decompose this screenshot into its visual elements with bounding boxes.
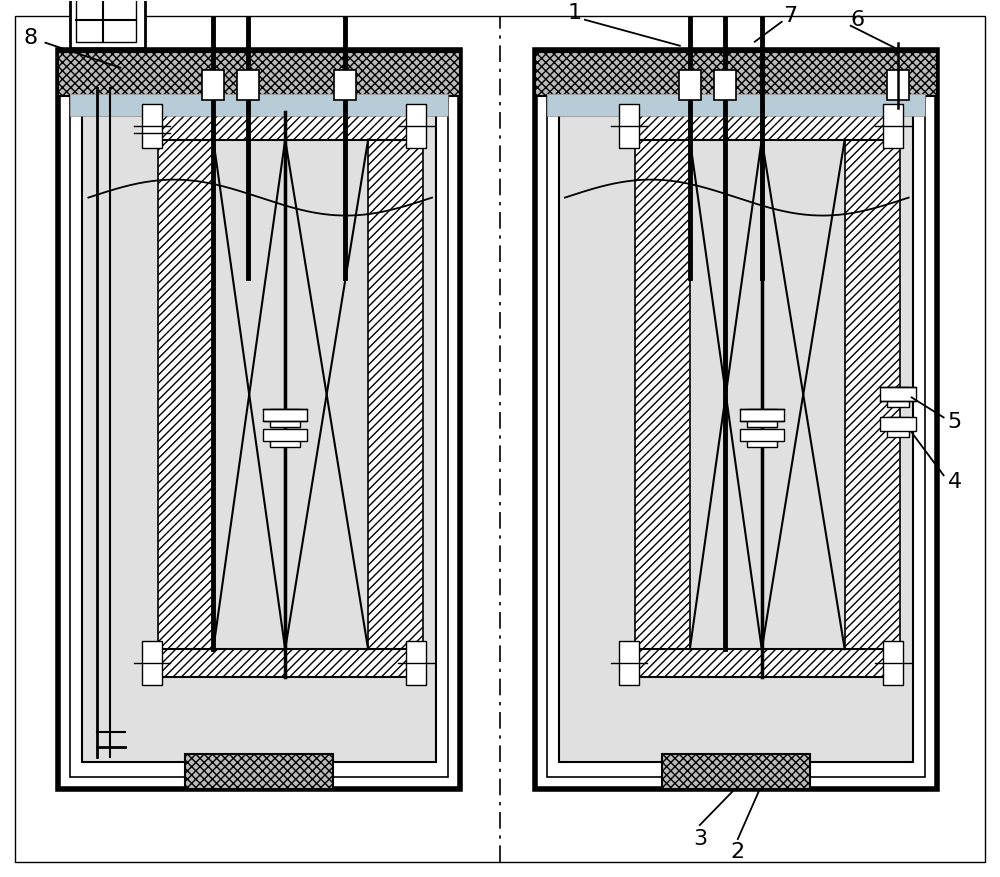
Bar	[158, 649, 423, 677]
Bar	[202, 69, 224, 100]
Bar	[635, 139, 690, 649]
Bar	[142, 103, 162, 147]
Bar	[883, 641, 903, 685]
Text: 2: 2	[731, 842, 745, 862]
Text: 4: 4	[948, 473, 962, 492]
Bar	[880, 388, 916, 402]
Bar	[82, 82, 436, 762]
Bar	[58, 52, 460, 96]
Bar	[887, 388, 909, 408]
Bar	[535, 52, 937, 96]
Bar	[158, 139, 213, 649]
Bar	[887, 69, 909, 100]
Bar	[70, 0, 145, 47]
Bar	[535, 50, 937, 789]
Bar	[883, 103, 903, 147]
Bar	[76, 0, 136, 42]
Bar	[747, 430, 777, 447]
Bar	[368, 139, 423, 649]
Bar	[406, 103, 426, 147]
Bar	[662, 754, 810, 789]
Text: 1: 1	[568, 3, 582, 23]
Bar	[142, 641, 162, 685]
Bar	[185, 754, 333, 789]
Bar	[635, 649, 900, 677]
Bar	[70, 60, 448, 777]
Bar	[714, 69, 736, 100]
Bar	[635, 111, 900, 139]
Bar	[270, 430, 300, 447]
Bar	[334, 69, 356, 100]
Bar	[70, 94, 448, 116]
Bar	[70, 94, 448, 116]
Bar	[263, 410, 307, 421]
Text: 5: 5	[947, 412, 962, 432]
Bar	[887, 417, 909, 438]
Bar	[679, 69, 701, 100]
Bar	[263, 430, 307, 441]
Text: 6: 6	[851, 10, 865, 30]
Bar	[845, 139, 900, 649]
Bar	[237, 69, 259, 100]
Bar	[880, 417, 916, 431]
Bar	[547, 94, 925, 116]
Text: 7: 7	[783, 6, 797, 25]
Bar	[58, 50, 460, 789]
Bar	[619, 103, 639, 147]
Bar	[747, 410, 777, 427]
Bar	[158, 111, 423, 139]
Bar	[270, 410, 300, 427]
Bar	[406, 641, 426, 685]
Bar	[740, 430, 784, 441]
Text: 8: 8	[23, 28, 37, 47]
Bar	[619, 641, 639, 685]
Text: 3: 3	[693, 829, 707, 849]
Bar	[547, 60, 925, 777]
Bar	[559, 82, 913, 762]
Bar	[547, 94, 925, 116]
Bar	[740, 410, 784, 421]
